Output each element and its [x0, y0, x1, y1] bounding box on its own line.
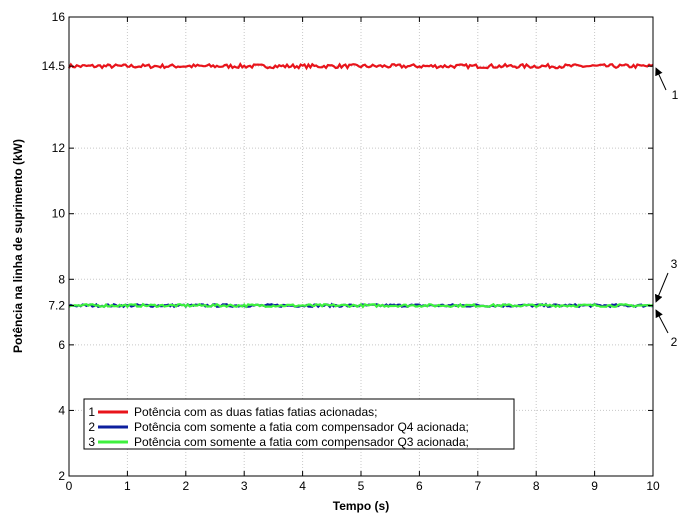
legend-label: Potência com somente a fatia com compens…: [134, 435, 469, 449]
y-tick-label: 4: [58, 403, 65, 417]
y-tick-label: 10: [52, 207, 66, 221]
x-tick-label: 2: [182, 479, 189, 493]
callout-arrow-2: [655, 309, 669, 334]
legend-number: 1: [88, 405, 95, 419]
x-axis-title: Tempo (s): [333, 499, 389, 513]
x-tick-label: 8: [533, 479, 540, 493]
x-tick-label: 9: [591, 479, 598, 493]
series-line-1: [68, 62, 654, 71]
y-tick-label: 12: [52, 141, 66, 155]
x-tick-label: 10: [646, 479, 660, 493]
callout-label-3: 3: [671, 257, 678, 271]
callout-label-2: 2: [671, 335, 678, 349]
legend-box: [83, 398, 515, 450]
x-tick-label: 7: [474, 479, 481, 493]
y-tick-label: 7.2: [48, 299, 65, 313]
legend-label: Potência com somente a fatia com compens…: [134, 420, 469, 434]
x-tick-label: 1: [124, 479, 131, 493]
legend-number: 3: [88, 435, 95, 449]
y-tick-label: 14.5: [42, 59, 66, 73]
x-tick-label: 3: [241, 479, 248, 493]
legend: 1 Potência com as duas fatias fatias acio…: [83, 398, 515, 450]
x-tick-label: 4: [299, 479, 306, 493]
callout-arrow-1: [655, 67, 667, 91]
callout-arrow-3: [654, 272, 669, 303]
y-tick-label: 16: [52, 10, 66, 24]
y-tick-label: 8: [58, 272, 65, 286]
x-tick-label: 0: [66, 479, 73, 493]
y-axis-title: Potência na linha de suprimento (kW): [11, 139, 25, 353]
y-tick-label: 2: [58, 469, 65, 483]
x-tick-label: 6: [416, 479, 423, 493]
x-tick-label: 5: [358, 479, 365, 493]
legend-label: Potência com as duas fatias fatias acion…: [134, 405, 377, 419]
callout-label-1: 1: [672, 88, 679, 102]
legend-number: 2: [88, 420, 95, 434]
y-tick-label: 6: [58, 338, 65, 352]
series-line-3: [68, 302, 654, 309]
